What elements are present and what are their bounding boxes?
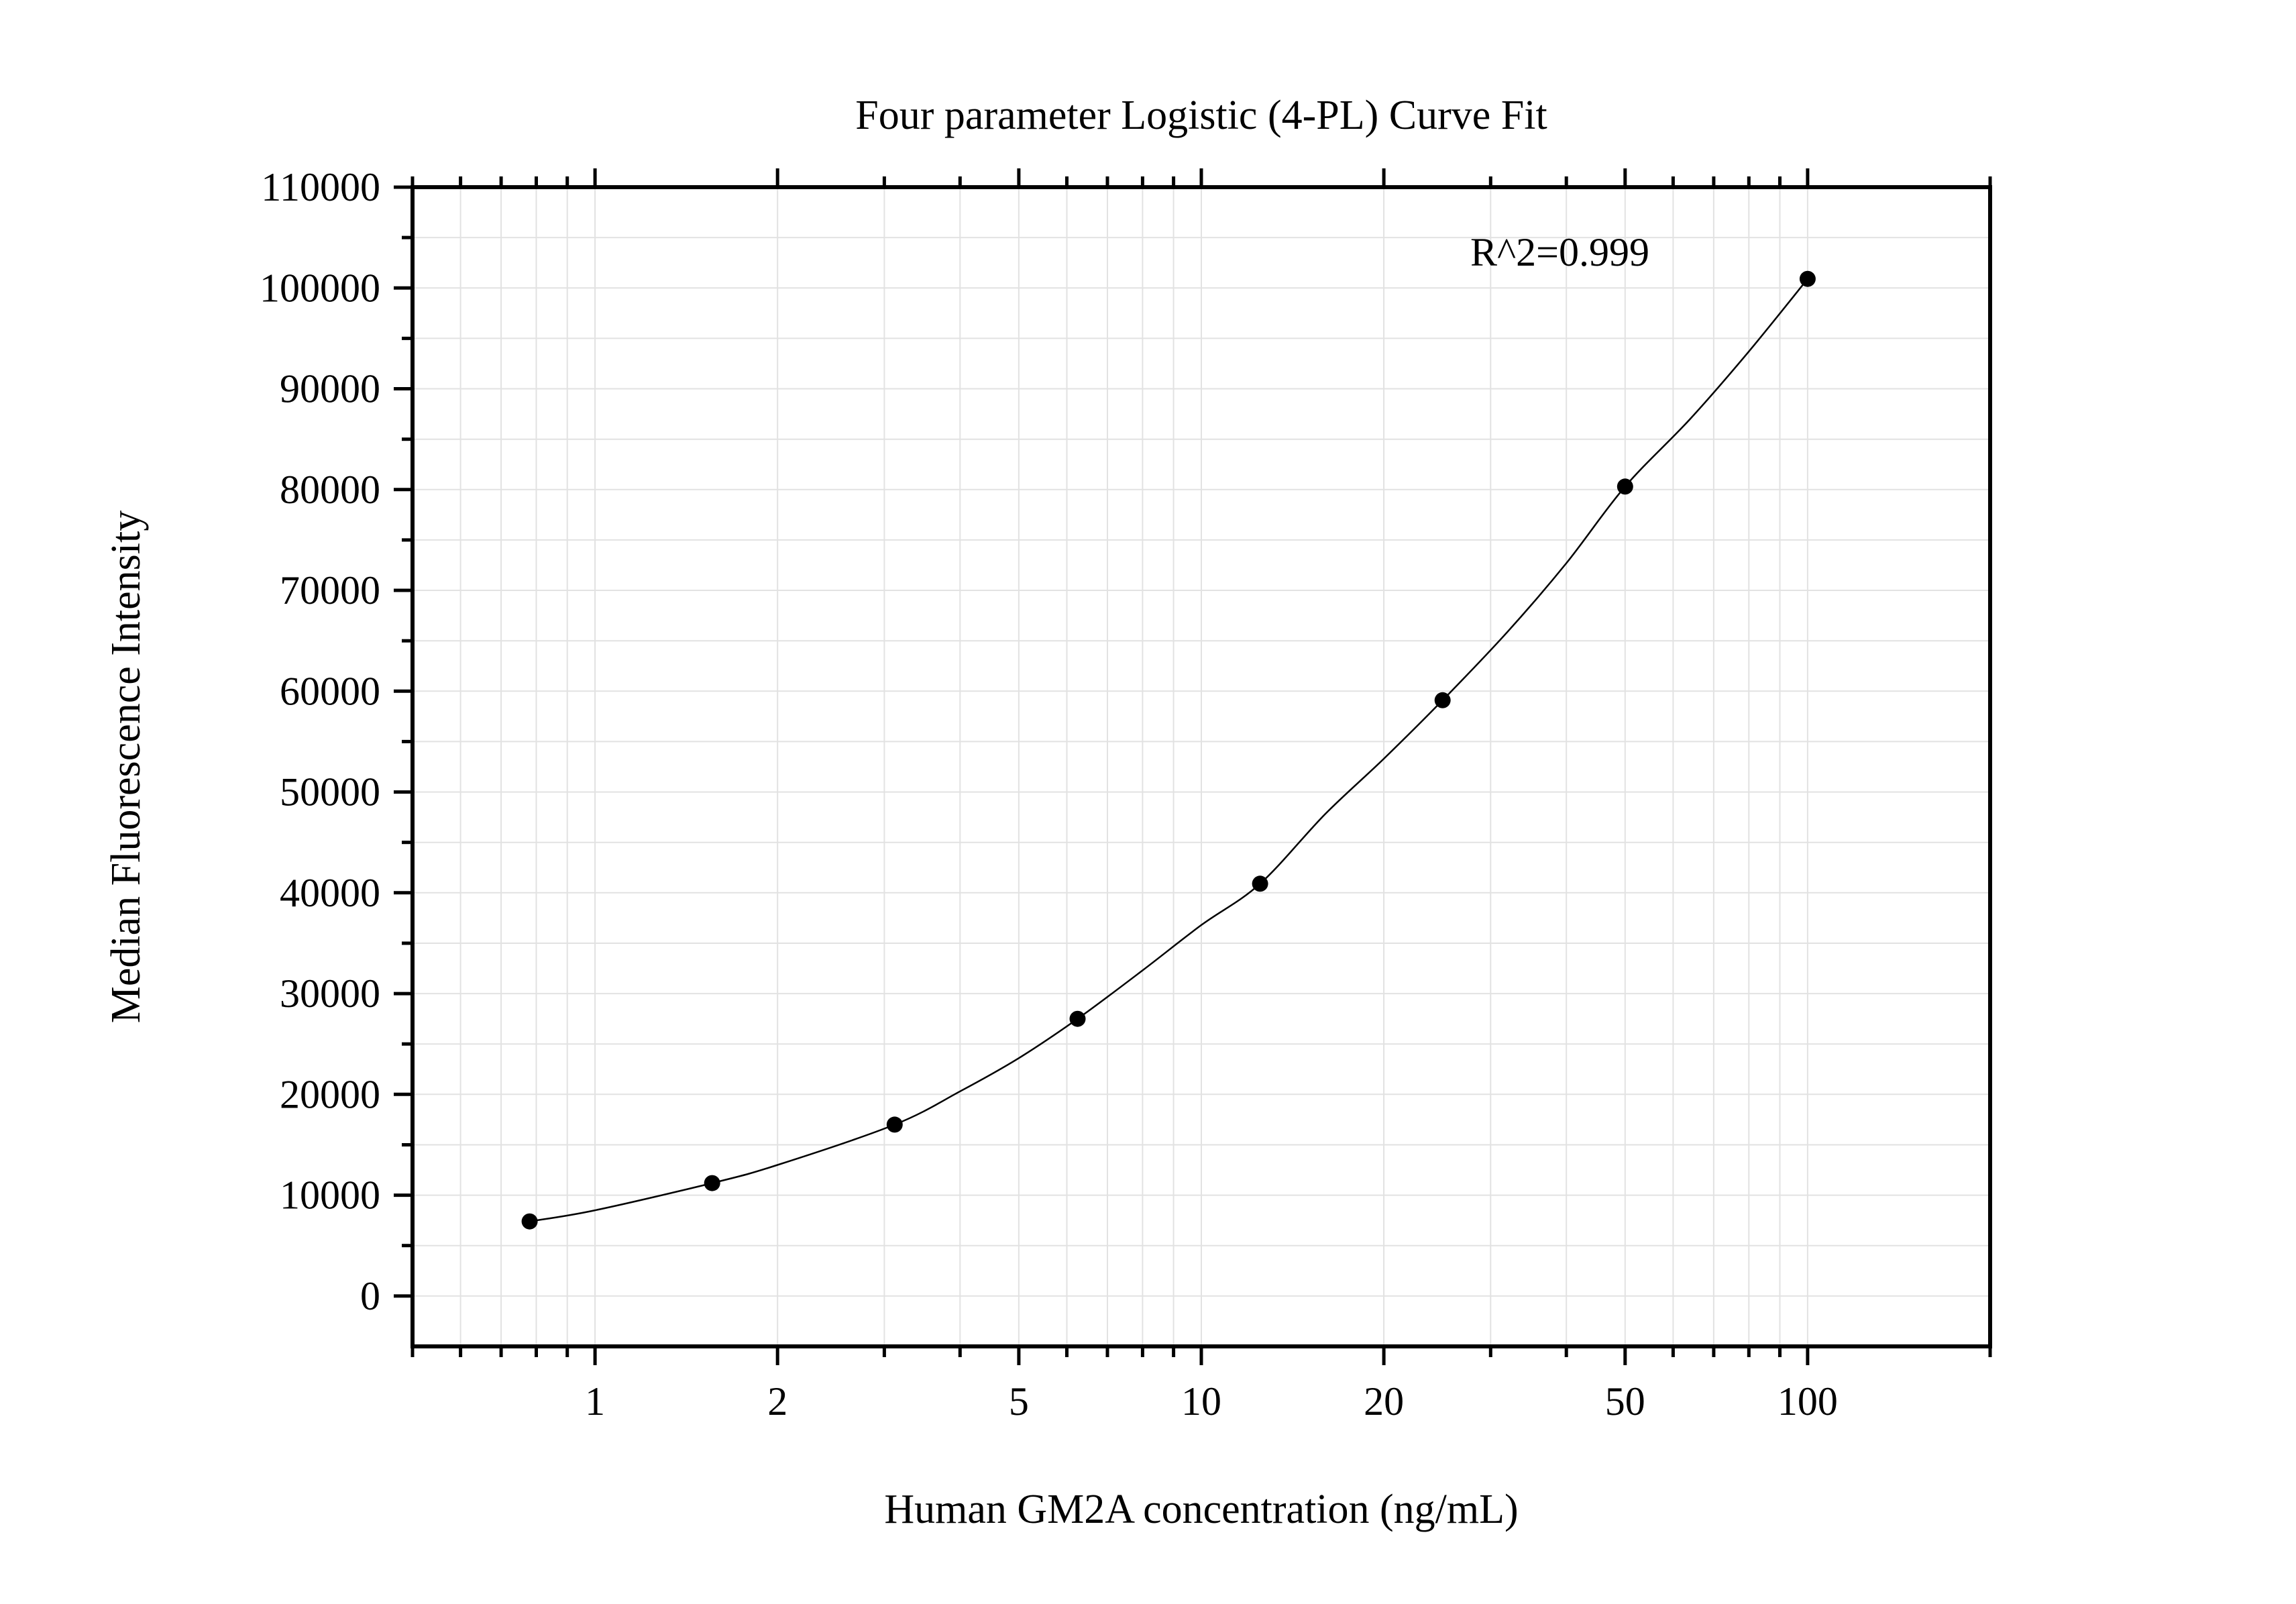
r-squared-annotation: R^2=0.999 xyxy=(1470,230,1649,274)
x-tick-label: 5 xyxy=(1009,1379,1029,1424)
data-point xyxy=(1799,270,1816,287)
x-tick-label: 20 xyxy=(1364,1379,1404,1424)
y-tick-label: 30000 xyxy=(280,971,380,1016)
data-point xyxy=(521,1213,538,1230)
y-axis-label: Median Fluorescence Intensity xyxy=(103,511,149,1023)
data-point xyxy=(1252,875,1268,892)
grid-lines xyxy=(412,187,1991,1346)
data-point xyxy=(1069,1010,1086,1027)
chart-title: Four parameter Logistic (4-PL) Curve Fit xyxy=(855,93,1547,138)
x-tick-label: 50 xyxy=(1605,1379,1645,1424)
y-tick-label: 70000 xyxy=(280,568,380,612)
x-tick-label: 2 xyxy=(767,1379,787,1424)
y-tick-label: 40000 xyxy=(280,871,380,915)
y-axis-ticks: 0 10000 20000 30000 40000 50000 60000 70000 8000… xyxy=(260,165,413,1318)
data-point xyxy=(886,1116,903,1133)
y-tick-label: 10000 xyxy=(280,1173,380,1218)
data-point xyxy=(1617,478,1633,495)
y-tick-label: 80000 xyxy=(280,468,380,512)
x-axis-ticks: 1 2 5 10 20 50 100 xyxy=(411,168,1992,1424)
data-point xyxy=(704,1175,720,1191)
data-point xyxy=(1434,692,1451,708)
y-tick-label: 110000 xyxy=(261,165,380,209)
y-tick-label: 0 xyxy=(360,1274,380,1318)
x-tick-label: 1 xyxy=(585,1379,605,1424)
x-axis-label: Human GM2A concentration (ng/mL) xyxy=(884,1487,1518,1532)
x-tick-label: 100 xyxy=(1778,1379,1838,1424)
y-tick-label: 90000 xyxy=(280,367,380,411)
y-tick-label: 100000 xyxy=(260,266,380,310)
y-tick-label: 60000 xyxy=(280,669,380,713)
y-tick-label: 50000 xyxy=(280,770,380,814)
data-points-layer xyxy=(521,270,1816,1230)
x-tick-label: 10 xyxy=(1181,1379,1221,1424)
y-tick-label: 20000 xyxy=(280,1072,380,1116)
